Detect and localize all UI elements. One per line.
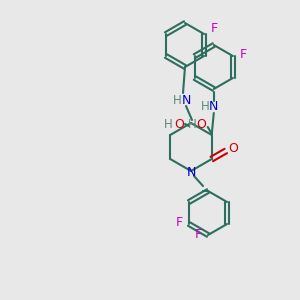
Text: F: F <box>239 47 246 61</box>
Text: N: N <box>186 166 196 178</box>
Text: H: H <box>200 100 209 113</box>
Text: O: O <box>196 118 206 131</box>
Text: O: O <box>174 118 184 130</box>
Text: O: O <box>228 142 238 154</box>
Text: H: H <box>164 118 172 130</box>
Text: F: F <box>211 22 218 35</box>
Text: H: H <box>172 94 182 106</box>
Text: F: F <box>194 229 202 242</box>
Text: F: F <box>176 215 182 229</box>
Text: H: H <box>188 118 196 131</box>
Text: N: N <box>209 100 218 113</box>
Text: N: N <box>181 94 191 106</box>
